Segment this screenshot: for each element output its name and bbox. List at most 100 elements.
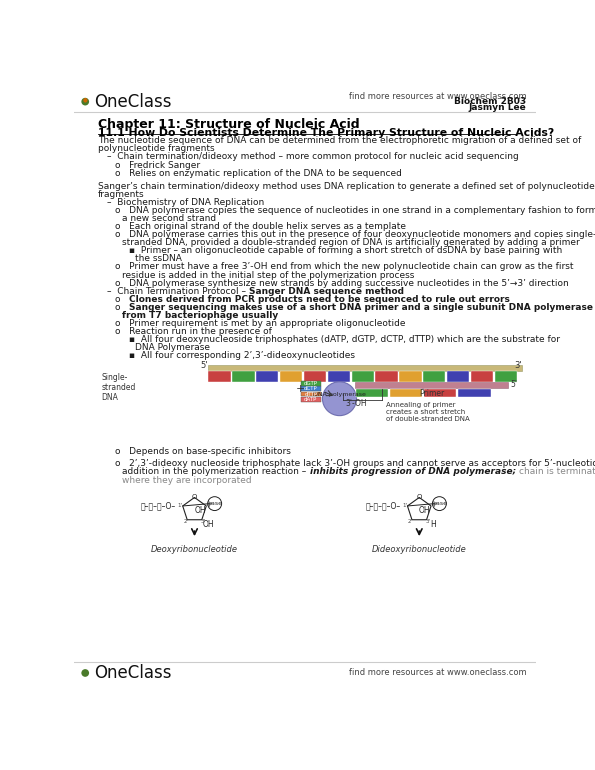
Text: –  Chain Termination Protocol –: – Chain Termination Protocol – <box>107 286 249 296</box>
Bar <box>471 371 493 382</box>
Bar <box>494 371 517 382</box>
Circle shape <box>433 497 446 511</box>
Text: Jasmyn Lee: Jasmyn Lee <box>468 102 526 112</box>
Text: find more resources at www.oneclass.com: find more resources at www.oneclass.com <box>349 668 526 678</box>
Bar <box>300 397 321 402</box>
Bar <box>424 390 456 397</box>
Text: Sanger sequencing makes use of a short DNA primer and a single subunit DNA polym: Sanger sequencing makes use of a short D… <box>129 303 595 312</box>
Text: 2': 2' <box>183 519 188 524</box>
Text: o   Fredrick Sanger: o Fredrick Sanger <box>115 160 200 169</box>
Text: OH: OH <box>202 520 214 529</box>
Text: dTTP: dTTP <box>304 392 317 397</box>
Text: 2': 2' <box>408 519 413 524</box>
Text: Sanger DNA sequence method: Sanger DNA sequence method <box>249 286 404 296</box>
Text: dCTP: dCTP <box>304 387 318 391</box>
Text: o   Primer requirement is met by an appropriate oligonucleotide: o Primer requirement is met by an approp… <box>115 319 405 328</box>
Text: the ssDNA: the ssDNA <box>135 254 181 263</box>
Bar <box>208 371 231 382</box>
Text: o   DNA polymerase synthesize new strands by adding successive nucleotides in th: o DNA polymerase synthesize new strands … <box>115 279 568 287</box>
Text: base: base <box>207 501 222 506</box>
Text: Ⓟ–Ⓟ–Ⓟ–O–: Ⓟ–Ⓟ–Ⓟ–O– <box>141 501 176 511</box>
Text: ▪  Primer – an oligonucleotide capable of forming a short stretch of dsDNA by ba: ▪ Primer – an oligonucleotide capable of… <box>129 246 562 255</box>
Bar <box>304 371 326 382</box>
Text: Ⓟ–Ⓟ–Ⓟ–O–: Ⓟ–Ⓟ–Ⓟ–O– <box>366 501 401 511</box>
Text: OneClass: OneClass <box>95 664 172 682</box>
Bar <box>399 371 421 382</box>
Text: O: O <box>416 494 422 501</box>
Bar <box>300 387 321 391</box>
Text: Primer: Primer <box>419 389 444 397</box>
Text: Deoxyribonucleotide: Deoxyribonucleotide <box>151 545 238 554</box>
Text: addition in the polymerization reaction –: addition in the polymerization reaction … <box>123 467 309 477</box>
Text: ▪  All four deoxynucleoside triphosphates (dATP, dGTP, dCTP, dTTP) which are the: ▪ All four deoxynucleoside triphosphates… <box>129 335 560 344</box>
Text: Single-
stranded
DNA: Single- stranded DNA <box>102 373 136 403</box>
Text: Sanger’s chain termination/dideoxy method uses DNA replication to generate a def: Sanger’s chain termination/dideoxy metho… <box>98 182 594 190</box>
Text: o   DNA polymerase copies the sequence of nucleotides in one strand in a complem: o DNA polymerase copies the sequence of … <box>115 206 595 215</box>
Bar <box>447 371 469 382</box>
Text: o   Primer must have a free 3’-OH end from which the new polynucleotide chain ca: o Primer must have a free 3’-OH end from… <box>115 263 573 271</box>
Bar <box>300 381 321 386</box>
Text: –  Biochemistry of DNA Replication: – Biochemistry of DNA Replication <box>107 198 264 206</box>
Text: 11.1 How Do Scientists Determine The Primary Structure of Nucleic Acids?: 11.1 How Do Scientists Determine The Pri… <box>98 128 554 138</box>
Text: DNA Polymerase: DNA Polymerase <box>135 343 210 352</box>
Text: where they are incorporated: where they are incorporated <box>123 476 252 484</box>
Text: stranded DNA, provided a double-stranded region of DNA is artificially generated: stranded DNA, provided a double-stranded… <box>123 238 580 247</box>
Text: –  Chain termination/dideoxy method – more common protocol for nucleic acid sequ: – Chain termination/dideoxy method – mor… <box>107 152 519 162</box>
Circle shape <box>208 497 221 511</box>
Text: +: + <box>296 384 305 394</box>
Text: Clones derived from PCR products need to be sequenced to rule out errors: Clones derived from PCR products need to… <box>129 295 510 303</box>
Text: o: o <box>115 295 129 303</box>
Text: find more resources at www.oneclass.com: find more resources at www.oneclass.com <box>349 92 526 101</box>
Text: 1': 1' <box>177 504 182 508</box>
Text: fragments: fragments <box>98 189 144 199</box>
Text: DNA polymerase: DNA polymerase <box>313 393 366 397</box>
Text: inhibits progression of DNA polymerase;: inhibits progression of DNA polymerase; <box>309 467 516 477</box>
Text: 5': 5' <box>200 361 208 370</box>
Text: 5': 5' <box>510 380 517 390</box>
Text: 3': 3' <box>514 361 521 370</box>
Text: 4': 4' <box>207 504 212 508</box>
Text: o   Reaction run in the presence of: o Reaction run in the presence of <box>115 327 271 336</box>
Bar <box>232 371 255 382</box>
Text: Chapter 11: Structure of Nucleic Acid: Chapter 11: Structure of Nucleic Acid <box>98 118 359 131</box>
Bar <box>300 392 321 397</box>
Text: Biochem 2B03: Biochem 2B03 <box>454 97 526 106</box>
Text: from T7 bacteriophage usually: from T7 bacteriophage usually <box>123 311 278 320</box>
Text: polynucleotide fragments: polynucleotide fragments <box>98 145 214 153</box>
Bar <box>355 382 508 388</box>
Text: base: base <box>432 501 447 506</box>
Circle shape <box>82 98 89 105</box>
Circle shape <box>322 382 356 416</box>
Text: a new second strand: a new second strand <box>123 214 217 223</box>
Text: 1': 1' <box>402 504 407 508</box>
Bar <box>328 371 350 382</box>
Text: 3'-OH: 3'-OH <box>346 399 367 407</box>
Text: ●: ● <box>83 98 87 102</box>
Text: chain is terminated: chain is terminated <box>519 467 595 477</box>
Text: Dideoxyribonucleotide: Dideoxyribonucleotide <box>372 545 466 554</box>
Text: O: O <box>192 494 197 501</box>
Bar <box>458 390 490 397</box>
Text: dGTP: dGTP <box>304 381 318 386</box>
Bar <box>352 371 374 382</box>
Text: o   Each original strand of the double helix serves as a template: o Each original strand of the double hel… <box>115 222 406 231</box>
Bar <box>256 371 278 382</box>
Bar <box>375 371 397 382</box>
Text: residue is added in the initial step of the polymerization process: residue is added in the initial step of … <box>123 270 415 280</box>
Text: o   Depends on base-specific inhibitors: o Depends on base-specific inhibitors <box>115 447 290 456</box>
Circle shape <box>82 669 89 677</box>
Bar <box>423 371 446 382</box>
Text: H: H <box>430 520 436 529</box>
Bar <box>356 390 389 397</box>
Text: 4': 4' <box>431 504 437 508</box>
Text: The nucleotide sequence of DNA can be determined from the electrophoretic migrat: The nucleotide sequence of DNA can be de… <box>98 136 581 146</box>
Bar <box>390 390 422 397</box>
Text: OH: OH <box>195 506 206 515</box>
Text: OneClass: OneClass <box>95 92 172 111</box>
Text: ▪  All four corresponding 2’,3’-dideoxynucleotides: ▪ All four corresponding 2’,3’-dideoxynu… <box>129 351 355 360</box>
Bar <box>208 365 522 371</box>
Text: o   Relies on enzymatic replication of the DNA to be sequenced: o Relies on enzymatic replication of the… <box>115 169 402 178</box>
Text: o   DNA polymerase carries this out in the presence of four deoxynucleotide mono: o DNA polymerase carries this out in the… <box>115 230 595 239</box>
Text: OH: OH <box>419 506 431 515</box>
Text: o: o <box>115 303 129 312</box>
